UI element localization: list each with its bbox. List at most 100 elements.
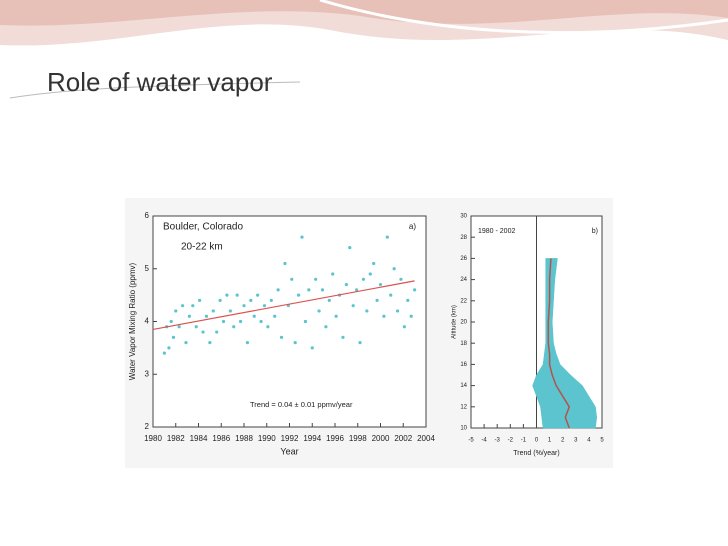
point	[204, 314, 209, 318]
point	[358, 341, 362, 345]
point	[375, 298, 379, 302]
decoration	[319, 0, 728, 35]
point	[290, 277, 294, 281]
title-underline	[9, 81, 301, 99]
point	[232, 325, 236, 329]
point	[218, 298, 222, 302]
point	[242, 304, 246, 308]
point	[351, 304, 355, 308]
point	[310, 346, 314, 350]
point	[395, 309, 400, 313]
x-tick-label: 1990	[258, 434, 276, 443]
chart-title: Boulder, Colorado	[163, 222, 243, 233]
uncertainty-band	[545, 258, 558, 280]
point	[249, 298, 253, 302]
point	[194, 325, 198, 329]
point	[361, 277, 366, 281]
point	[389, 293, 393, 297]
y-tick-label: 18	[460, 341, 467, 347]
point	[409, 314, 413, 318]
x-tick-label: -5	[468, 438, 474, 444]
point	[382, 314, 386, 318]
point	[162, 351, 166, 355]
point	[399, 277, 403, 281]
point	[169, 319, 173, 324]
point	[413, 288, 417, 292]
point	[334, 314, 338, 318]
x-tick-label: 3	[574, 438, 578, 444]
x-tick-label: 2000	[372, 434, 390, 443]
point	[307, 288, 311, 292]
chart-title: 1980 - 2002	[478, 228, 515, 235]
x-tick-label: 1994	[303, 434, 321, 443]
point	[331, 272, 335, 276]
trend-line	[152, 280, 415, 331]
point	[368, 272, 372, 276]
x-axis-label: Trend (%/year)	[513, 450, 559, 457]
point	[228, 309, 232, 313]
point	[297, 293, 301, 297]
x-tick-label: 1988	[235, 434, 253, 443]
trend-profile	[547, 258, 571, 429]
x-tick-label: 0	[535, 438, 539, 444]
point	[317, 309, 321, 313]
x-tick-label: -4	[481, 438, 487, 444]
point	[187, 314, 191, 318]
point	[235, 293, 239, 297]
y-tick-label: 6	[145, 211, 150, 220]
point	[211, 309, 215, 313]
point	[225, 293, 229, 297]
point	[167, 346, 171, 350]
point	[283, 261, 287, 266]
x-tick-label: 1992	[281, 434, 299, 443]
point	[201, 330, 205, 334]
x-tick-label: 5	[600, 438, 604, 444]
point	[180, 304, 185, 308]
y-axis-label: Altitude (km)	[452, 305, 458, 339]
point	[355, 288, 359, 292]
x-tick-label: -2	[508, 438, 514, 444]
point	[341, 335, 345, 339]
point	[385, 235, 389, 239]
y-tick-label: 3	[145, 369, 150, 378]
point	[279, 335, 284, 339]
point	[177, 325, 181, 329]
panel-label: b)	[592, 228, 598, 235]
x-tick-label: 2	[561, 438, 565, 444]
point	[402, 325, 406, 329]
x-tick-label: 1	[548, 438, 552, 444]
x-tick-label: 1980	[144, 434, 162, 443]
point	[273, 314, 277, 318]
x-tick-label: 4	[587, 438, 591, 444]
point	[252, 314, 256, 318]
y-tick-label: 2	[145, 422, 150, 431]
point	[184, 341, 188, 345]
x-tick-label: 1996	[326, 434, 344, 443]
y-tick-label: 10	[460, 426, 467, 432]
point	[259, 319, 263, 324]
x-tick-label: 1982	[167, 434, 185, 443]
point	[208, 341, 212, 345]
x-tick-label: -1	[521, 438, 527, 444]
x-tick-label: 1984	[190, 434, 208, 443]
y-tick-label: 24	[460, 277, 467, 283]
point	[198, 298, 202, 302]
x-tick-label: -3	[495, 438, 501, 444]
y-tick-label: 5	[145, 264, 150, 273]
point	[327, 298, 331, 302]
y-tick-label: 4	[145, 317, 150, 326]
panel-label: a)	[409, 222, 416, 231]
point	[171, 335, 176, 339]
y-tick-label: 30	[460, 214, 467, 220]
point	[314, 277, 318, 281]
point	[191, 304, 195, 308]
point	[372, 261, 376, 266]
uncertainty-band	[545, 321, 554, 344]
uncertainty-band	[532, 385, 590, 397]
x-tick-label: 2002	[394, 434, 412, 443]
point	[245, 341, 250, 345]
point	[174, 309, 178, 313]
point	[256, 293, 260, 297]
point	[324, 325, 328, 329]
